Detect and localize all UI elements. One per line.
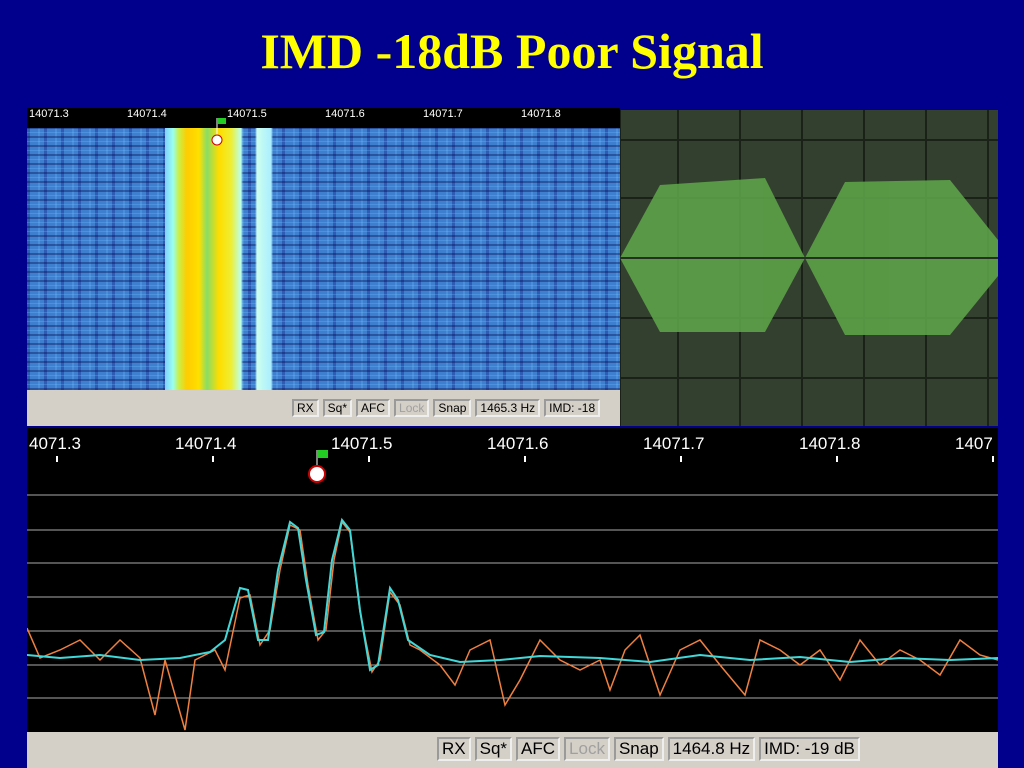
- freq-label: 14071.8: [521, 108, 561, 120]
- lock-button[interactable]: Lock: [564, 737, 610, 761]
- rx-button[interactable]: RX: [292, 399, 319, 417]
- squelch-button[interactable]: Sq*: [474, 737, 513, 761]
- afc-button[interactable]: AFC: [356, 399, 391, 417]
- freq-label: 14071.4: [127, 108, 167, 120]
- squelch-button[interactable]: Sq*: [322, 399, 353, 417]
- afc-button[interactable]: AFC: [516, 737, 561, 761]
- freq-label: 14071.7: [643, 434, 705, 453]
- snap-button[interactable]: Snap: [613, 737, 664, 761]
- freq-label: 14071.3: [29, 108, 69, 120]
- imd-display: IMD: -19 dB: [759, 737, 860, 761]
- freq-label: 1407: [955, 434, 993, 453]
- frequency-bar: 14071.3 14071.4 14071.5 14071.6 14071.7 …: [27, 108, 620, 128]
- freq-label: 14071.5: [227, 108, 267, 120]
- imd-display: IMD: -18: [544, 399, 601, 417]
- freq-label: 14071.6: [325, 108, 365, 120]
- status-bar: RX Sq* AFC Lock Snap 1465.3 Hz IMD: -18: [292, 398, 601, 418]
- freq-label: 14071.5: [331, 434, 393, 453]
- freq-label: 14071.7: [423, 108, 463, 120]
- status-bar: RX Sq* AFC Lock Snap 1464.8 Hz IMD: -19 …: [437, 736, 860, 762]
- oscilloscope-photo: [620, 110, 998, 426]
- snap-button[interactable]: Snap: [433, 399, 472, 417]
- waterfall-window: 14071.3 14071.4 14071.5 14071.6 14071.7 …: [27, 108, 620, 426]
- frequency-display: 1465.3 Hz: [475, 399, 541, 417]
- lock-button[interactable]: Lock: [394, 399, 430, 417]
- freq-label: 4071.3: [29, 434, 81, 453]
- freq-label: 14071.8: [799, 434, 861, 453]
- slide-title: IMD -18dB Poor Signal: [260, 23, 764, 79]
- spectrum-window: 4071.3 14071.4 14071.5 14071.6 14071.7 1…: [27, 428, 998, 768]
- frequency-display: 1464.8 Hz: [667, 737, 756, 761]
- rx-button[interactable]: RX: [437, 737, 471, 761]
- cursor-marker: [308, 450, 328, 483]
- freq-label: 14071.4: [175, 434, 237, 453]
- spectrum-plot: [27, 450, 998, 731]
- freq-label: 14071.6: [487, 434, 549, 453]
- waterfall: [27, 128, 620, 390]
- cursor-marker: [211, 118, 226, 146]
